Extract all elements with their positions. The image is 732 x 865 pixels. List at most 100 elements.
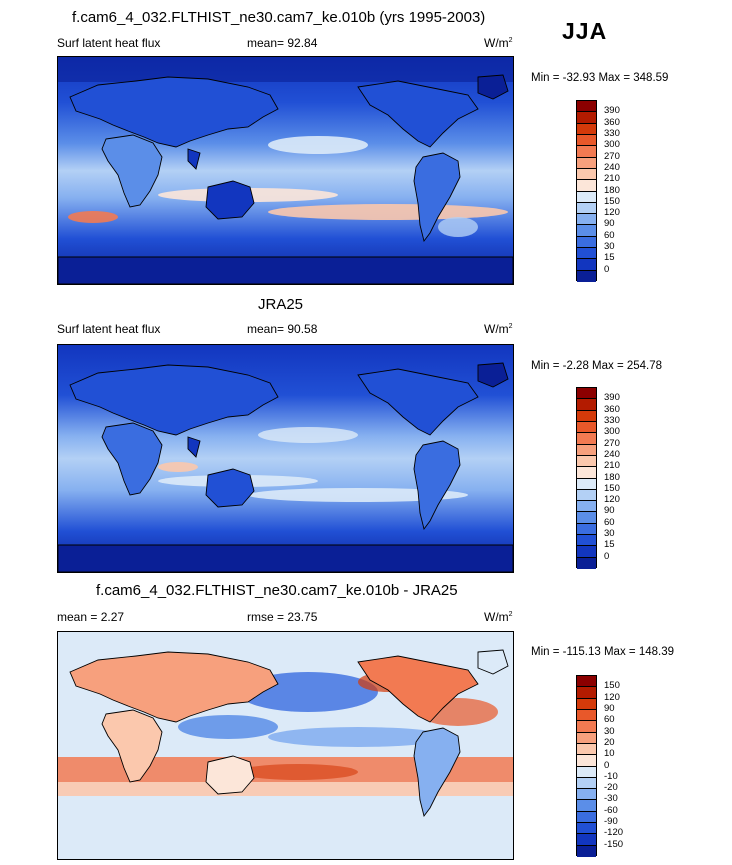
colorbar-tick-label: 15 — [604, 539, 615, 551]
colorbar-tick-label: -10 — [604, 770, 618, 782]
panel3-colorbar-ticks: 150 120 90 60 30 20 10 0 -10 -20 -30 -60 -90 -120 -150 — [604, 675, 644, 856]
panel2-coastlines — [58, 362, 513, 572]
colorbar-tick-label: 330 — [604, 414, 620, 426]
colorbar-tick-label: 240 — [604, 161, 620, 173]
panel2-minmax: Min = -2.28 Max = 254.78 — [531, 360, 663, 372]
colorbar-tick-label: 0 — [604, 263, 610, 275]
colorbar-tick-label: 390 — [604, 105, 620, 117]
colorbar-tick-label: 120 — [604, 494, 620, 506]
colorbar-swatch — [577, 467, 596, 479]
colorbar-swatch — [577, 180, 596, 192]
colorbar-swatch — [577, 557, 596, 569]
panel3-units: W/m2 — [484, 610, 513, 624]
colorbar-tick-label: 360 — [604, 403, 620, 415]
colorbar-swatch — [577, 134, 596, 147]
colorbar-swatch — [577, 146, 596, 158]
colorbar-tick-label: 60 — [604, 714, 615, 726]
colorbar-swatch — [577, 845, 596, 857]
colorbar-swatch — [577, 478, 596, 490]
colorbar-tick-label: 15 — [604, 252, 615, 264]
colorbar-swatch — [577, 191, 596, 203]
panel1-colorbar-ticks: 390 360 330 300 270 240 210 180 150 120 90 60 30 15 0 — [604, 100, 644, 281]
colorbar-swatch — [577, 823, 596, 835]
colorbar-tick-label: 60 — [604, 229, 615, 241]
panel1-units: W/m2 — [484, 36, 513, 50]
panel3-map-svg — [58, 632, 513, 859]
colorbar-swatch — [577, 421, 596, 434]
colorbar-tick-label: 390 — [604, 392, 620, 404]
panel2-left-label: Surf latent heat flux — [57, 322, 161, 336]
colorbar-swatch — [577, 410, 596, 422]
panel1-mean-label: mean= 92.84 — [247, 36, 318, 50]
colorbar-tick-label: -30 — [604, 793, 618, 805]
colorbar-swatch — [577, 676, 596, 688]
panel1-minmax: Min = -32.93 Max = 348.59 — [531, 72, 669, 84]
colorbar-tick-label: 120 — [604, 207, 620, 219]
colorbar-swatch — [577, 709, 596, 722]
panel3-rmse-label: rmse = 23.75 — [247, 610, 318, 624]
panel2-map-svg — [58, 345, 513, 572]
panel2-mean-label: mean= 90.58 — [247, 322, 318, 336]
colorbar-swatch — [577, 698, 596, 710]
colorbar-tick-label: 150 — [604, 680, 620, 692]
colorbar-swatch — [577, 501, 596, 513]
colorbar-swatch — [577, 777, 596, 790]
panel3-minmax: Min = -115.13 Max = 148.39 — [531, 646, 674, 658]
colorbar-swatch — [577, 248, 596, 260]
colorbar-swatch — [577, 721, 596, 733]
colorbar-tick-label: 360 — [604, 116, 620, 128]
colorbar-swatch — [577, 535, 596, 547]
colorbar-tick-label: 90 — [604, 218, 615, 230]
colorbar-swatch — [577, 546, 596, 558]
colorbar-tick-label: 10 — [604, 748, 615, 760]
colorbar-tick-label: -120 — [604, 827, 624, 839]
panel3-mean-label: mean = 2.27 — [57, 610, 125, 624]
colorbar-swatch — [577, 236, 596, 249]
colorbar-tick-label: 210 — [604, 173, 620, 185]
colorbar-tick-label: 210 — [604, 460, 620, 472]
colorbar-swatch — [577, 123, 596, 135]
colorbar-tick-label: 0 — [604, 550, 610, 562]
panel1-colorbar — [576, 100, 597, 282]
colorbar-tick-label: 120 — [604, 691, 620, 703]
colorbar-tick-label: 300 — [604, 139, 620, 151]
colorbar-swatch — [577, 800, 596, 812]
colorbar-tick-label: 90 — [604, 702, 615, 714]
colorbar-swatch — [577, 523, 596, 536]
colorbar-tick-label: -60 — [604, 804, 618, 816]
panel2-colorbar — [576, 387, 597, 569]
colorbar-tick-label: 300 — [604, 426, 620, 438]
colorbar-swatch — [577, 225, 596, 237]
colorbar-tick-label: -90 — [604, 816, 618, 828]
panel2-map — [57, 344, 514, 573]
colorbar-tick-label: 330 — [604, 127, 620, 139]
colorbar-swatch — [577, 270, 596, 282]
panel1-left-label: Surf latent heat flux — [57, 36, 161, 50]
colorbar-tick-label: 90 — [604, 505, 615, 517]
colorbar-swatch — [577, 789, 596, 801]
colorbar-tick-label: 30 — [604, 725, 615, 737]
panel1-coastlines — [58, 74, 513, 284]
colorbar-swatch — [577, 766, 596, 778]
colorbar-swatch — [577, 101, 596, 113]
panel2-units: W/m2 — [484, 322, 513, 336]
panel2-colorbar-ticks: 390 360 330 300 270 240 210 180 150 120 90 60 30 15 0 — [604, 387, 644, 568]
colorbar-swatch — [577, 202, 596, 215]
colorbar-swatch — [577, 811, 596, 824]
panel1-map-svg — [58, 57, 513, 284]
colorbar-swatch — [577, 687, 596, 699]
colorbar-swatch — [577, 444, 596, 456]
colorbar-swatch — [577, 755, 596, 767]
colorbar-tick-label: 240 — [604, 448, 620, 460]
panel3-colorbar — [576, 675, 597, 857]
colorbar-swatch — [577, 112, 596, 124]
colorbar-swatch — [577, 388, 596, 400]
colorbar-swatch — [577, 433, 596, 445]
panel1-title: f.cam6_4_032.FLTHIST_ne30.cam7_ke.010b (… — [72, 9, 486, 26]
colorbar-swatch — [577, 259, 596, 271]
colorbar-tick-label: 270 — [604, 150, 620, 162]
panel1-map — [57, 56, 514, 285]
colorbar-swatch — [577, 512, 596, 524]
panel2-title: JRA25 — [258, 296, 304, 313]
colorbar-swatch — [577, 214, 596, 226]
